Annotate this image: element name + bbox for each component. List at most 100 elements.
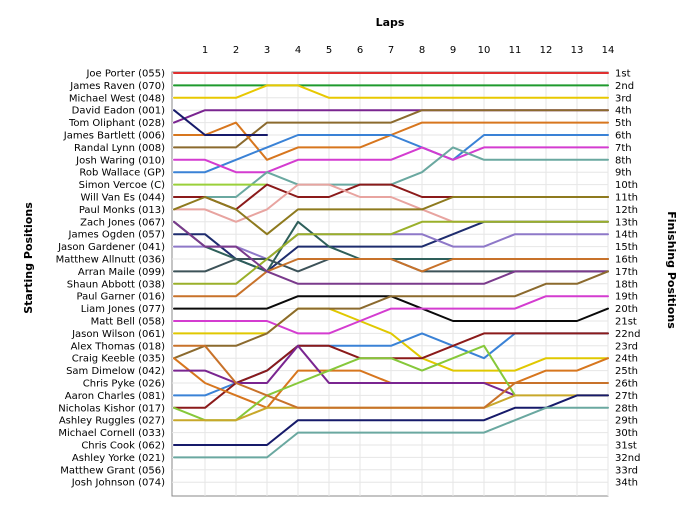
start-position-label: Ashley Yorke (021) xyxy=(72,453,165,464)
start-position-label: Josh Waring (010) xyxy=(75,155,165,166)
start-position-label: Joe Porter (055) xyxy=(85,69,165,80)
start-position-label: James Ogden (057) xyxy=(68,230,166,241)
finish-position-label: 31st xyxy=(615,441,637,452)
finish-position-label: 15th xyxy=(615,242,638,253)
finish-position-label: 25th xyxy=(615,366,638,377)
finish-position-label: 30th xyxy=(615,428,638,439)
finish-position-label: 9th xyxy=(615,168,632,179)
start-position-label: Michael West (048) xyxy=(69,93,165,104)
start-position-label: Matt Bell (058) xyxy=(91,317,166,328)
start-position-label: Nicholas Kishor (017) xyxy=(58,403,165,414)
finish-position-label: 14th xyxy=(615,230,638,241)
finish-position-label: 19th xyxy=(615,292,638,303)
series-line-25 xyxy=(173,270,609,360)
x-tick-label: 12 xyxy=(540,45,553,56)
start-position-label: Paul Garner (016) xyxy=(77,292,166,303)
x-tick-label: 1 xyxy=(202,45,208,56)
start-position-label: James Raven (070) xyxy=(69,81,165,92)
series-line-33 xyxy=(173,394,609,446)
start-position-label: Sam Dimelow (042) xyxy=(66,366,165,377)
finish-position-label: 34th xyxy=(615,478,638,489)
start-position-label: Randal Lynn (008) xyxy=(74,143,165,154)
series-line-3 xyxy=(173,84,609,99)
start-position-label: Arran Maile (099) xyxy=(78,267,165,278)
start-position-label: Paul Monks (013) xyxy=(79,205,165,216)
finish-position-label: 8th xyxy=(615,155,632,166)
series-line-24 xyxy=(173,295,609,335)
x-tick-label: 8 xyxy=(419,45,425,56)
finish-position-label: 17th xyxy=(615,267,638,278)
x-tick-label: 6 xyxy=(357,45,363,56)
finish-position-label: 4th xyxy=(615,106,632,117)
series-line-23 xyxy=(173,307,609,372)
start-position-label: Craig Keeble (035) xyxy=(72,354,165,365)
starting-position-labels: Joe Porter (055)James Raven (070)Michael… xyxy=(56,69,166,489)
series-line-20 xyxy=(173,220,609,285)
x-tick-label: 14 xyxy=(602,45,615,56)
finish-position-label: 1st xyxy=(615,69,631,80)
start-position-label: Simon Vercoe (C) xyxy=(79,180,165,191)
x-tick-labels: 1 2 3 4 5 6 7 8 9 10 11 12 13 14 xyxy=(202,45,615,56)
finish-position-label: 2nd xyxy=(615,81,634,92)
x-tick-label: 3 xyxy=(264,45,270,56)
start-position-label: James Bartlett (006) xyxy=(63,131,165,142)
finish-position-label: 33rd xyxy=(615,465,638,476)
series-line-10 xyxy=(173,109,268,136)
start-position-label: Ashley Ruggles (027) xyxy=(59,416,165,427)
finish-position-label: 10th xyxy=(615,180,638,191)
x-tick-label: 7 xyxy=(388,45,394,56)
start-position-label: Josh Johnson (074) xyxy=(71,478,165,489)
finish-position-label: 24th xyxy=(615,354,638,365)
series-line-14 xyxy=(173,196,609,236)
series-line-21 xyxy=(173,220,609,285)
finish-position-label: 22nd xyxy=(615,329,640,340)
y-axis-label-right: Finishing Positions xyxy=(665,211,678,329)
start-position-label: Chris Cook (062) xyxy=(81,441,165,452)
x-tick-label: 11 xyxy=(509,45,522,56)
start-position-label: Matthew Grant (056) xyxy=(60,465,165,476)
finish-position-label: 12th xyxy=(615,205,638,216)
start-position-label: Jason Gardener (041) xyxy=(57,242,165,253)
chart-title: Laps xyxy=(376,16,405,29)
start-position-label: Aaron Charles (081) xyxy=(65,391,165,402)
start-position-label: Will Van Es (044) xyxy=(81,193,166,204)
finish-position-label: 32nd xyxy=(615,453,640,464)
x-tick-label: 4 xyxy=(295,45,301,56)
finish-position-label: 21st xyxy=(615,317,637,328)
start-position-label: Jason Wilson (061) xyxy=(71,329,165,340)
finish-position-label: 5th xyxy=(615,118,632,129)
finish-position-label: 13th xyxy=(615,217,638,228)
start-position-label: Tom Oliphant (028) xyxy=(68,118,165,129)
series-line-19 xyxy=(173,258,609,298)
series-line-5 xyxy=(173,109,609,149)
finish-position-label: 28th xyxy=(615,403,638,414)
finish-position-label: 16th xyxy=(615,255,638,266)
start-position-label: Rob Wallace (GP) xyxy=(79,168,165,179)
finish-position-label: 23rd xyxy=(615,341,638,352)
driver-series xyxy=(173,72,609,459)
finish-position-label: 7th xyxy=(615,143,632,154)
x-tick-label: 10 xyxy=(478,45,491,56)
series-line-34 xyxy=(173,406,609,459)
y-axis-label-left: Starting Positions xyxy=(22,202,35,314)
finish-position-label: 27th xyxy=(615,391,638,402)
x-tick-label: 5 xyxy=(326,45,332,56)
start-position-label: Shaun Abbott (038) xyxy=(67,279,165,290)
finish-position-label: 3rd xyxy=(615,93,632,104)
finish-position-label: 6th xyxy=(615,131,632,142)
start-position-label: David Eadon (001) xyxy=(72,106,165,117)
start-position-label: Zach Jones (067) xyxy=(80,217,165,228)
start-position-label: Liam Jones (077) xyxy=(81,304,165,315)
x-tick-label: 2 xyxy=(233,45,239,56)
series-line-7 xyxy=(173,134,609,174)
finish-position-label: 20th xyxy=(615,304,638,315)
series-line-29 xyxy=(173,344,516,397)
finishing-position-labels: 1st2nd3rd4th5th6th7th8th9th10th11th12th1… xyxy=(615,69,640,489)
finish-position-label: 29th xyxy=(615,416,638,427)
x-tick-label: 13 xyxy=(571,45,584,56)
series-line-32 xyxy=(173,344,609,409)
finish-position-label: 18th xyxy=(615,279,638,290)
start-position-label: Chris Pyke (026) xyxy=(83,379,165,390)
series-line-8 xyxy=(173,146,609,174)
